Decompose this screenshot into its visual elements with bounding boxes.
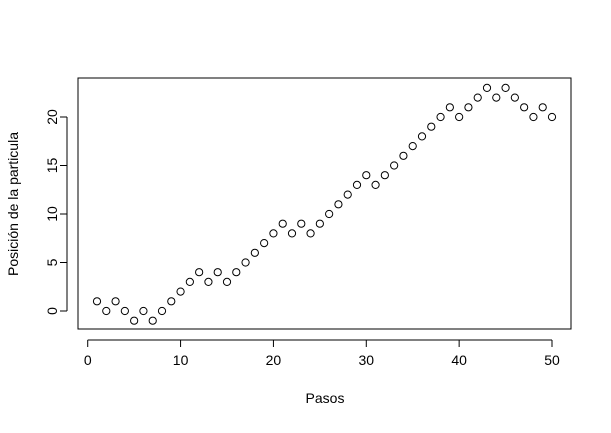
y-axis-label: Posición de la particula	[5, 132, 21, 276]
x-axis: 0 10 20 30 40 50	[84, 339, 560, 368]
data-point	[102, 306, 111, 316]
data-point	[492, 93, 501, 102]
data-point	[399, 151, 408, 160]
x-axis-label: Pasos	[306, 390, 345, 406]
y-axis: 0 5 10 15 20	[44, 109, 68, 315]
data-point	[343, 190, 352, 199]
data-point	[204, 277, 213, 286]
data-point	[529, 112, 538, 122]
y-tick-label: 0	[44, 307, 60, 315]
y-tick-label: 15	[44, 158, 60, 174]
data-point	[362, 171, 371, 180]
data-point	[176, 287, 185, 296]
data-point	[390, 161, 399, 170]
x-tick-label: 20	[266, 352, 282, 368]
data-point	[278, 219, 287, 228]
x-tick-label: 30	[358, 352, 374, 368]
data-point	[315, 219, 324, 228]
data-point	[195, 268, 204, 277]
y-tick-label: 5	[44, 258, 60, 266]
data-point	[547, 112, 557, 122]
data-point	[185, 277, 194, 286]
plot-frame	[77, 77, 572, 330]
data-point	[436, 112, 445, 122]
data-point	[130, 316, 139, 325]
data-point	[455, 112, 464, 122]
data-point	[92, 297, 102, 306]
data-point	[167, 297, 176, 306]
y-tick-label: 10	[44, 206, 60, 222]
x-tick-label: 40	[451, 352, 467, 368]
data-points	[92, 83, 557, 325]
data-point	[306, 229, 315, 238]
data-point	[157, 306, 167, 316]
data-point	[250, 248, 259, 257]
data-point	[352, 180, 362, 189]
data-point	[111, 297, 120, 306]
data-point	[417, 132, 427, 141]
data-point	[371, 180, 380, 189]
x-tick-label: 50	[544, 352, 560, 368]
data-point	[501, 83, 510, 93]
y-tick-label: 20	[44, 109, 60, 125]
data-point	[334, 200, 343, 209]
data-point	[139, 306, 148, 316]
data-point	[297, 219, 306, 228]
data-point	[325, 209, 334, 219]
data-point	[120, 306, 129, 316]
data-point	[510, 93, 519, 102]
data-point	[287, 229, 297, 238]
x-tick-label: 0	[84, 352, 92, 368]
data-point	[482, 83, 492, 93]
data-point	[408, 142, 417, 151]
data-point	[445, 103, 454, 112]
data-point	[232, 268, 241, 277]
data-point	[148, 316, 157, 325]
data-point	[213, 268, 222, 277]
data-point	[222, 277, 232, 286]
data-point	[427, 122, 436, 131]
x-tick-label: 10	[173, 352, 189, 368]
data-point	[260, 239, 269, 248]
data-point	[520, 103, 529, 112]
data-point	[241, 258, 250, 267]
data-point	[473, 93, 482, 102]
data-point	[269, 229, 278, 238]
data-point	[380, 171, 389, 180]
data-point	[538, 103, 547, 112]
data-point	[464, 103, 473, 112]
